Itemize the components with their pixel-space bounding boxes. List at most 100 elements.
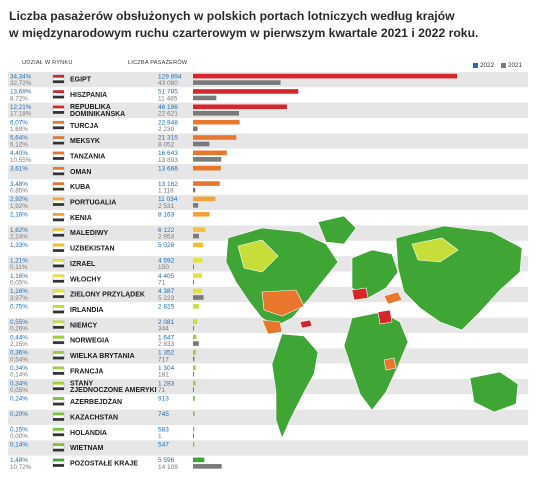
share-2022: 0,34%	[10, 365, 28, 372]
flag-stripe-bottom	[53, 356, 64, 360]
passengers-2022: 4 405	[158, 273, 175, 280]
country-name: WIELKA BRYTANIA	[70, 353, 135, 360]
bar-2022	[193, 227, 206, 232]
flag-stripe-top	[53, 259, 64, 262]
country-name: UZBEKISTAN	[70, 246, 115, 253]
flag-stripe-top	[53, 351, 64, 354]
bar-2022	[193, 396, 195, 401]
passengers-2021: 150	[158, 264, 169, 271]
ireland-flag	[52, 305, 65, 314]
passengers-2022: 16 643	[158, 150, 178, 157]
flag-stripe-top	[53, 305, 64, 308]
country-name: IRLANDIA	[70, 307, 103, 314]
row-background	[8, 118, 528, 134]
passengers-2022: 13 162	[158, 181, 178, 188]
share-2022: 1,48%	[10, 457, 28, 464]
flag-stripe-bottom	[53, 80, 64, 83]
flag-stripe-bottom	[53, 264, 64, 268]
share-2021: 0,05%	[10, 387, 28, 394]
country-name: NORWEGIA	[70, 338, 109, 345]
germany-flag	[52, 320, 65, 329]
passengers-2022: 1 352	[158, 350, 175, 357]
passengers-2022: 11 034	[158, 196, 178, 203]
flag-stripe-bottom	[53, 402, 64, 406]
passengers-2021: 344	[158, 326, 169, 333]
passengers-2022: 129 894	[158, 73, 182, 80]
canada-lime-shape	[237, 239, 279, 273]
row-background	[8, 164, 528, 180]
passengers-2021: 1	[158, 433, 162, 440]
flag-stripe-top	[53, 136, 64, 140]
cuba-flag	[52, 182, 65, 191]
bar-2022	[193, 442, 195, 447]
maldives-flag	[52, 228, 65, 237]
netherlands-flag	[52, 427, 65, 437]
share-2021: 0,85%	[10, 187, 28, 194]
share-2021: 8,72%	[10, 95, 28, 102]
row-background	[8, 409, 528, 426]
flag-stripe-top	[53, 213, 64, 216]
bar-2022	[193, 73, 457, 79]
flag-stripe-bottom	[53, 433, 64, 437]
passengers-2021: 14 109	[158, 464, 178, 471]
country-name: HOLANDIA	[70, 430, 107, 437]
norway-flag	[52, 335, 65, 345]
flag-stripe-bottom	[53, 249, 64, 252]
bar-2022	[193, 304, 199, 309]
bar-2022	[193, 104, 287, 110]
flag-stripe-top	[53, 366, 64, 370]
share-2021: 1,92%	[10, 203, 28, 210]
mexico-orange-shape	[261, 319, 283, 335]
share-2022: 0,55%	[10, 319, 28, 326]
legend-swatch-2021	[500, 63, 506, 68]
share-2022: 3,61%	[10, 165, 28, 172]
flag-stripe-bottom	[53, 126, 64, 130]
share-2021: 0,26%	[10, 326, 28, 333]
passengers-2021: 11 485	[158, 95, 178, 102]
bar-2022	[193, 119, 240, 125]
world-map	[225, 215, 523, 439]
share-2022: 34,34%	[10, 73, 32, 80]
bar-2022	[193, 135, 237, 140]
country-name: HISZPANIA	[70, 92, 107, 99]
dominican-republic-flag	[52, 105, 65, 114]
flag-stripe-bottom	[53, 203, 64, 206]
kazakhstan-flag	[52, 412, 65, 421]
share-2021: 2,15%	[10, 341, 28, 348]
share-2022: 0,44%	[10, 334, 28, 341]
flag-stripe-top	[53, 151, 64, 155]
passengers-2022: 2 081	[158, 319, 175, 326]
bar-2021	[193, 126, 198, 131]
uzbekistan-flag	[52, 243, 65, 253]
bar-2022	[193, 457, 205, 463]
passengers-2021: 5 223	[158, 295, 175, 302]
caribbean-red-shape	[299, 319, 313, 329]
flag-stripe-bottom	[53, 325, 64, 329]
passengers-2021: 2 833	[158, 341, 175, 348]
bar-2021	[193, 464, 222, 469]
country-name: WŁOCHY	[70, 276, 101, 283]
flag-stripe-bottom	[53, 295, 64, 298]
flag-stripe-top	[53, 197, 64, 201]
bar-2021	[193, 187, 196, 193]
country-name: TURCJA	[70, 123, 98, 130]
azerbaijan-flag	[52, 397, 65, 406]
share-2021: 6,12%	[10, 141, 28, 148]
flag-stripe-top	[53, 397, 64, 401]
uk-flag	[52, 351, 65, 360]
passengers-2021: 2 230	[158, 126, 175, 133]
share-2022: 12,21%	[10, 104, 32, 111]
bar-2021	[193, 433, 194, 438]
bar-2021	[193, 387, 194, 392]
country-name: WIETNAM	[70, 445, 104, 452]
bar-2021	[193, 95, 217, 101]
country-name: KAZACHSTAN	[70, 414, 118, 421]
